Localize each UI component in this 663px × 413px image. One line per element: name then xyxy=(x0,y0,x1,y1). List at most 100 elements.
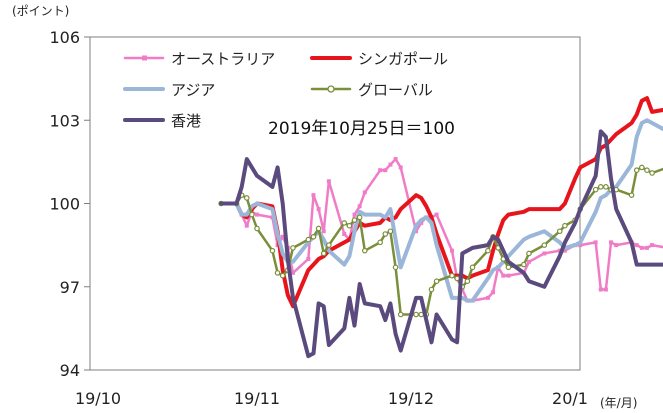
legend-label: 香港 xyxy=(171,112,201,130)
data-point xyxy=(377,239,383,246)
data-point xyxy=(280,234,285,239)
y-tick-label: 100 xyxy=(49,195,80,214)
data-point xyxy=(383,168,388,173)
data-point xyxy=(505,264,512,271)
y-tick-label: 106 xyxy=(49,28,80,47)
data-point xyxy=(315,225,322,232)
series-layer xyxy=(218,96,663,359)
data-point xyxy=(326,242,332,248)
y-tick-label: 94 xyxy=(60,361,80,380)
data-point xyxy=(310,234,317,240)
data-point xyxy=(501,273,506,278)
data-point xyxy=(650,243,655,248)
data-point xyxy=(603,287,608,292)
data-point xyxy=(639,245,644,250)
data-point xyxy=(357,204,362,209)
data-point xyxy=(434,212,439,217)
data-point xyxy=(628,192,635,198)
legend-item: アジア xyxy=(123,81,215,99)
data-point xyxy=(428,286,435,293)
data-point xyxy=(449,272,455,279)
data-point xyxy=(249,211,255,218)
series-5 xyxy=(219,129,663,359)
data-point xyxy=(634,243,639,248)
data-point xyxy=(388,162,393,167)
data-point xyxy=(326,179,331,184)
series-4 xyxy=(218,164,663,318)
data-point xyxy=(464,278,471,285)
data-point xyxy=(346,222,353,229)
legend-label: アジア xyxy=(171,81,215,99)
data-point xyxy=(506,273,511,278)
data-point xyxy=(469,264,476,271)
legend-item: グローバル xyxy=(310,81,433,99)
data-point xyxy=(382,231,389,237)
x-tick-label: 20/1 xyxy=(552,389,588,408)
data-point xyxy=(603,184,609,190)
legend-item: オーストラリア xyxy=(123,50,275,68)
data-point xyxy=(397,311,404,318)
data-point xyxy=(592,186,599,193)
data-point xyxy=(255,212,260,217)
legend-item: 香港 xyxy=(123,112,201,130)
legend-marker xyxy=(327,85,335,93)
data-point xyxy=(290,270,295,275)
data-point xyxy=(597,184,604,190)
data-point xyxy=(392,264,399,271)
x-tick-label: 19/10 xyxy=(75,389,121,408)
data-point xyxy=(316,207,321,212)
data-point xyxy=(342,232,347,237)
data-point xyxy=(485,247,491,254)
data-point xyxy=(644,167,650,174)
data-point xyxy=(578,243,583,248)
data-point xyxy=(556,228,563,235)
y-tick-label: 103 xyxy=(49,111,80,130)
legend-label: オーストラリア xyxy=(171,50,275,68)
data-point xyxy=(243,195,250,201)
data-point xyxy=(485,295,490,300)
data-point xyxy=(541,242,548,248)
data-point xyxy=(274,270,281,276)
data-point xyxy=(450,248,454,253)
data-point xyxy=(320,250,327,257)
legend-label: グローバル xyxy=(358,81,433,99)
y-unit-label: (ポイント) xyxy=(12,4,69,18)
data-point xyxy=(593,240,598,245)
data-point xyxy=(639,164,645,171)
data-point xyxy=(649,170,655,176)
data-point xyxy=(521,261,527,268)
data-point xyxy=(542,251,547,256)
legend-label: シンガポール xyxy=(358,50,448,68)
data-point xyxy=(356,214,363,221)
data-point xyxy=(378,168,383,173)
series-3 xyxy=(219,118,663,303)
data-point xyxy=(290,245,296,251)
data-point xyxy=(398,165,403,170)
data-point xyxy=(341,220,348,226)
data-point xyxy=(269,247,276,254)
legend-marker xyxy=(142,55,147,61)
series-line xyxy=(219,118,663,303)
data-point xyxy=(387,228,394,235)
data-point xyxy=(352,212,357,217)
y-tick-label: 97 xyxy=(60,278,80,297)
x-unit-label: (年/月) xyxy=(600,396,637,410)
chart-axes: 94 97 100 103 106 19/10 19/11 19/12 20/1 xyxy=(49,28,588,408)
data-point xyxy=(321,229,326,234)
data-point xyxy=(526,250,532,257)
data-point xyxy=(393,157,398,162)
data-point xyxy=(351,217,358,223)
data-point xyxy=(609,240,614,245)
data-point xyxy=(279,272,286,279)
series-line xyxy=(219,129,663,359)
data-point xyxy=(413,311,419,318)
data-point xyxy=(361,247,368,254)
data-point xyxy=(526,259,531,264)
data-point xyxy=(362,190,367,195)
data-point xyxy=(562,248,567,253)
legend-item: シンガポール xyxy=(310,50,448,68)
data-point xyxy=(454,275,460,282)
data-point xyxy=(644,245,649,250)
